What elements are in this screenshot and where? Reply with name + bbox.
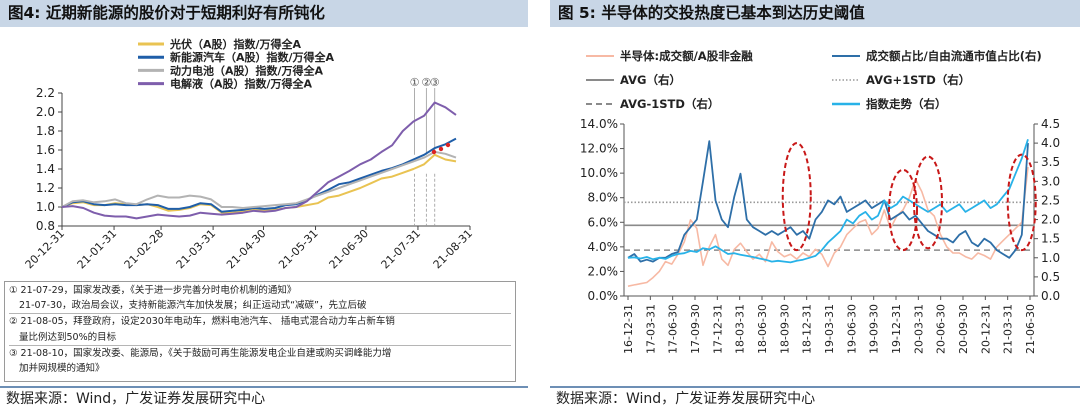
chart1-y-tick-label: 1.0 xyxy=(36,200,55,214)
chart2-x-tick-label: 20-03-31 xyxy=(912,304,925,354)
chart2-left-tick-label: 4.0% xyxy=(588,240,619,254)
chart2-x-tick-label: 18-03-31 xyxy=(734,304,747,354)
chart2-x-tick-label: 21-03-31 xyxy=(1002,304,1015,354)
chart2-x-tick-label: 18-09-30 xyxy=(778,304,791,354)
chart2-x-tick-label: 17-03-31 xyxy=(644,304,657,354)
chart2-x-tick-label: 20-09-30 xyxy=(957,304,970,354)
chart2-title: 图 5: 半导体的交投热度已基本到达历史阈值 xyxy=(550,0,1080,27)
panel-new-energy: 图4: 近期新能源的股价对于短期利好有所钝化 0.8 1.0 1.2 1.4 1.6 1.… xyxy=(0,0,528,410)
chart1-series-line xyxy=(61,150,457,209)
note-line: ② 21-08-05，拜登政府，设定2030年电动车，燃料电池汽车、 插电式混合… xyxy=(9,313,511,329)
chart1-event-dot xyxy=(445,142,451,148)
chart1-event-label: ③ xyxy=(430,76,440,89)
chart2-series-line xyxy=(627,166,1029,287)
chart1-y-tick-label: 1.6 xyxy=(36,143,55,157)
chart2-legend-label: 指数走势（右） xyxy=(866,97,947,111)
chart1-x-tick-label: 21-03-31 xyxy=(174,227,219,272)
chart2-highlight-oval xyxy=(913,155,943,250)
chart2-x-tick-label: 20-06-30 xyxy=(935,304,948,354)
chart2-right-tick-label: 3.0 xyxy=(1041,174,1060,188)
chart1-x-tick-label: 21-02-28 xyxy=(122,227,167,272)
chart1-x-tick-label: 21-07-31 xyxy=(379,227,424,272)
chart2-right-tick-label: 2.0 xyxy=(1041,213,1060,227)
source-divider xyxy=(550,386,1080,388)
chart2-x-tick-label: 17-12-31 xyxy=(711,304,724,354)
chart2-x-tick-label: 21-06-30 xyxy=(1024,304,1037,354)
panel-semiconductor: 图 5: 半导体的交投热度已基本到达历史阈值 0.0% 2.0% 4.0% 6.0% 8… xyxy=(550,0,1080,410)
chart1-x-tick-label: 21-06-30 xyxy=(327,227,372,272)
chart2-left-tick-label: 12.0% xyxy=(580,142,618,156)
chart1-x-tick-label: 21-08-31 xyxy=(431,227,476,272)
chart2-x-tick-label: 19-03-31 xyxy=(823,304,836,354)
chart2-svg: 0.0% 2.0% 4.0% 6.0% 8.0% 10.0% 12.0% 14.0% 0.0 0.… xyxy=(580,49,1060,354)
chart2-left-tick-label: 2.0% xyxy=(588,264,619,278)
chart2-x-tick-label: 19-12-31 xyxy=(890,304,903,354)
note-line: 21-07-30，政治局会议，支持新能源汽车加快发展；纠正运动式“减碳”，先立后… xyxy=(19,300,367,312)
chart2-right-tick-label: 1.0 xyxy=(1041,251,1060,265)
chart2-series-line xyxy=(627,139,1029,264)
chart2-x-tick-label: 19-06-30 xyxy=(845,304,858,354)
chart1-source: 数据来源：Wind，广发证券发展研究中心 xyxy=(6,391,266,407)
chart2-right-tick-label: 0.0 xyxy=(1041,289,1060,303)
source-divider xyxy=(0,386,528,388)
chart1-y-tick-label: 1.8 xyxy=(36,124,55,138)
chart2-x-tick-label: 18-12-31 xyxy=(801,304,814,354)
chart2-left-tick-label: 8.0% xyxy=(588,191,619,205)
chart1-series-line xyxy=(61,137,457,213)
chart2-x-tick-label: 18-06-30 xyxy=(756,304,769,354)
chart2-legend-label: AVG+1STD（右） xyxy=(866,73,970,87)
chart2-left-tick-label: 6.0% xyxy=(588,215,619,229)
chart2-right-tick-label: 1.5 xyxy=(1041,232,1060,246)
chart2-right-tick-label: 2.5 xyxy=(1041,193,1060,207)
chart2-right-tick-label: 3.5 xyxy=(1041,155,1060,169)
chart1-legend-label: 光伏（A股）指数/万得全A xyxy=(169,37,302,51)
chart1-event-dot xyxy=(431,149,437,155)
chart1-y-tick-label: 2.2 xyxy=(36,86,55,100)
note-line: 量比例达到50%的目标 xyxy=(19,331,117,343)
chart2-x-tick-label: 16-12-31 xyxy=(622,304,635,354)
chart2-x-tick-label: 17-06-30 xyxy=(667,304,680,354)
chart2-x-tick-label: 17-09-30 xyxy=(689,304,702,354)
chart1-series-line xyxy=(61,101,457,220)
chart2-x-tick-label: 19-09-30 xyxy=(868,304,881,354)
chart2-right-tick-label: 0.5 xyxy=(1041,270,1060,284)
chart2-legend-label: AVG-1STD（右） xyxy=(620,97,719,111)
chart1-y-tick-label: 0.8 xyxy=(36,219,55,233)
chart1-legend-label: 新能源汽车（A股）指数/万得全A xyxy=(170,50,335,64)
chart2-legend-label: AVG（右） xyxy=(620,73,681,87)
chart2-legend-label: 成交额占比/自由流通市值占比(右) xyxy=(866,49,1042,63)
chart2-left-tick-label: 10.0% xyxy=(580,166,618,180)
chart1-legend-label: 动力电池（A股）指数/万得全A xyxy=(170,63,324,77)
note-line: 加并网规模的通知》 xyxy=(19,363,105,375)
chart2-left-tick-label: 14.0% xyxy=(580,117,618,131)
chart2-left-tick-label: 0.0% xyxy=(588,289,619,303)
chart1-event-label: ① xyxy=(410,76,420,89)
chart1-event-label: ② xyxy=(421,76,431,89)
chart1-legend-label: 电解液（A股）指数/万得全A xyxy=(170,77,313,91)
chart1-x-tick-label: 21-01-31 xyxy=(75,227,120,272)
chart1-title: 图4: 近期新能源的股价对于短期利好有所钝化 xyxy=(0,0,528,27)
chart1-y-tick-label: 1.4 xyxy=(36,162,55,176)
chart1-y-tick-label: 1.2 xyxy=(36,181,55,195)
chart2-source: 数据来源：Wind，广发证券发展研究中心 xyxy=(556,391,816,407)
note-line: ③ 21-08-10，国家发改委、能源局，《关于鼓励可再生能源发电企业自建或购买… xyxy=(9,344,511,361)
chart2-highlight-oval xyxy=(781,142,812,252)
chart2-highlight-oval xyxy=(888,168,918,252)
chart2-right-tick-label: 4.0 xyxy=(1041,136,1060,150)
chart2-legend-label: 半导体:成交额/A股非金融 xyxy=(620,49,753,63)
chart1-x-tick-label: 21-04-30 xyxy=(224,227,269,272)
chart2-right-tick-label: 4.5 xyxy=(1041,117,1060,131)
note-line: ① 21-07-29，国家发改委，《关于进一步完善分时电价机制的通知》 xyxy=(9,285,297,296)
chart1-x-tick-label: 20-12-31 xyxy=(23,227,68,272)
chart2-series-line xyxy=(627,140,1029,263)
chart2-x-tick-label: 20-12-31 xyxy=(979,304,992,354)
chart1-y-tick-label: 2.0 xyxy=(36,105,55,119)
chart2-highlight-oval xyxy=(1006,153,1037,252)
chart1-event-notes: ① 21-07-29，国家发改委，《关于进一步完善分时电价机制的通知》 21-0… xyxy=(4,281,516,382)
chart1-svg: 0.8 1.0 1.2 1.4 1.6 1.8 2.0 2.2 20-12-31 21-01-31… xyxy=(23,37,476,272)
chart1-x-tick-label: 21-05-31 xyxy=(276,227,321,272)
chart1-event-dot xyxy=(438,146,444,152)
